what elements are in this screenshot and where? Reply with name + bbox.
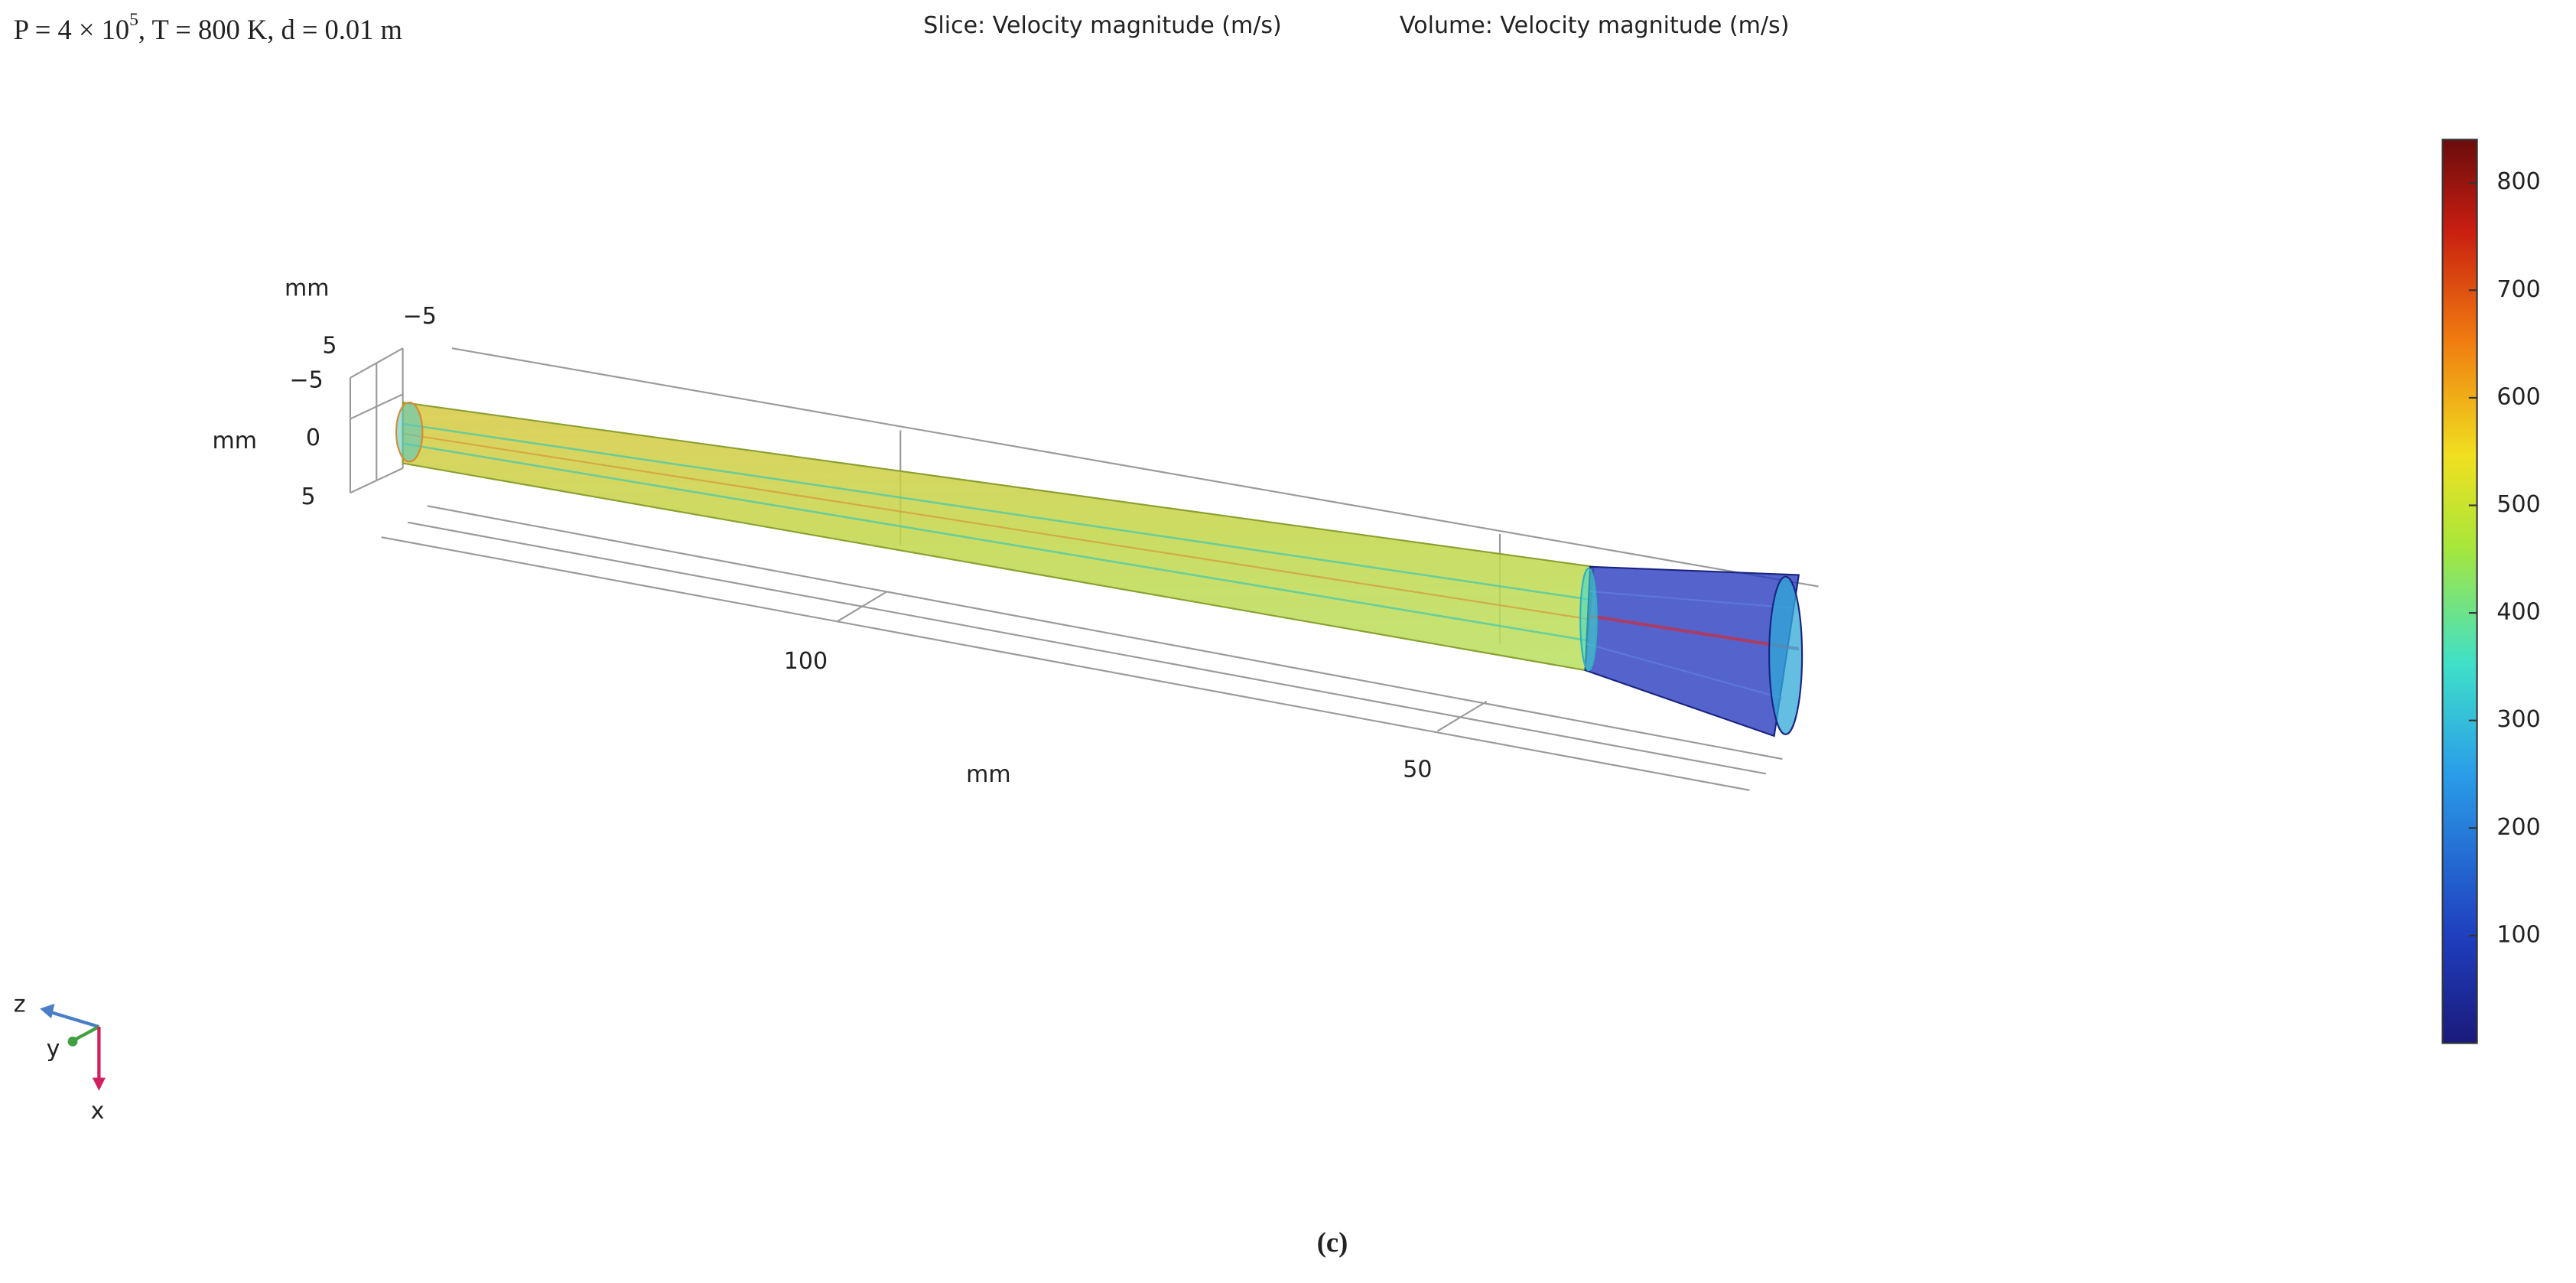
colorbar-tick-label: 600 [2496,383,2540,410]
axis-tick-label: 0 [306,425,320,451]
volume-title: Volume: Velocity magnitude (m/s) [1400,12,1789,39]
colorbar-tick-label: 800 [2496,168,2540,195]
colorbar [2441,138,2478,1044]
colorbar-tick-label: 400 [2496,599,2540,626]
colorbar-tick-label: 200 [2496,814,2540,841]
triad [40,1003,106,1091]
axis-tick-label: 50 [1403,757,1432,783]
colorbar-tick-label: 500 [2496,491,2540,518]
colorbar-ticks: 100 200 300 400 500 600 700 800 [2468,168,2541,948]
colorbar-tick-label: 300 [2496,706,2540,733]
axis-tick-label: −5 [403,303,437,330]
parameters: P = 4 × 105, T = 800 K, d = 0.01 m [14,10,402,45]
slice-title: Slice: Velocity magnitude (m/s) [923,12,1281,39]
axis-unit: mm [213,428,258,454]
parameters-base: P = 4 × 10 [14,14,129,45]
axis-tick-label: 5 [301,484,316,510]
axis-unit: mm [966,761,1011,788]
parameters-rest: , T = 800 K, d = 0.01 m [138,14,402,45]
axis-unit: mm [285,275,330,301]
colorbar-tick-label: 700 [2496,276,2540,303]
axis-tick-label: 100 [784,648,828,675]
caption: (c) [1317,1226,1348,1258]
colorbar-tick-label: 100 [2496,921,2540,948]
bounding-box [349,347,1819,791]
nozzle [1579,565,1804,738]
parameters-exponent: 5 [129,10,138,30]
axis-tick-label: −5 [289,367,323,394]
triad-label: x [91,1098,105,1125]
axis-tick-label: 5 [322,333,337,360]
triad-label: y [47,1036,60,1063]
triad-label: z [14,992,26,1018]
